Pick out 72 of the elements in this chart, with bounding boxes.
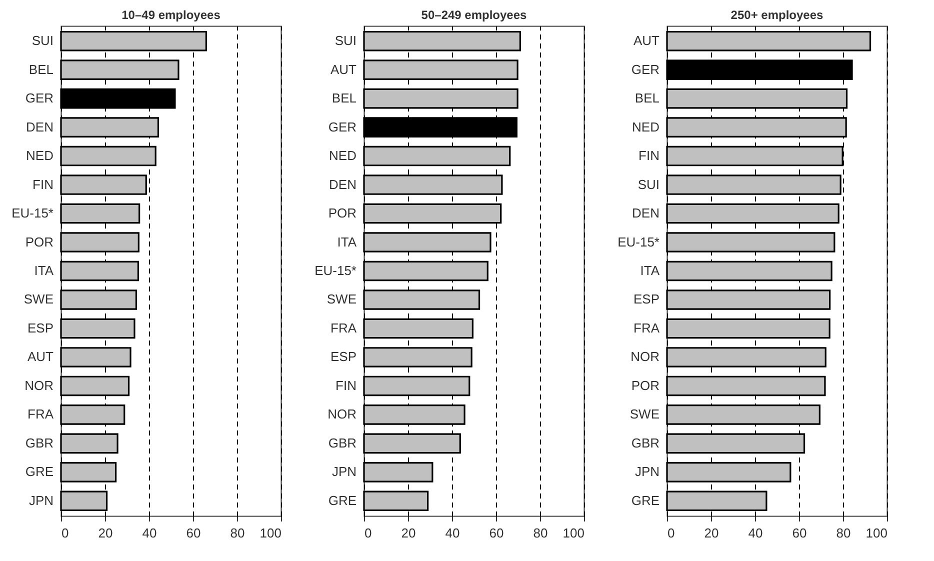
y-tick-label: ESP — [633, 292, 660, 307]
y-tick-label: EU-15* — [314, 263, 356, 278]
y-tick-label: SWE — [326, 292, 357, 307]
y-tick-label: GBR — [25, 435, 54, 450]
y-tick-label: DEN — [329, 176, 356, 192]
y-tick-label: FRA — [634, 320, 660, 336]
y-tick-label: NED — [329, 148, 356, 164]
y-tick-label: DEN — [26, 119, 54, 134]
x-tick-label: 0 — [668, 526, 675, 540]
y-tick-label: SUI — [334, 33, 356, 48]
y-tick-label: AUT — [330, 62, 357, 77]
y-tick-label: GRE — [631, 492, 660, 508]
y-tick-label: ITA — [337, 234, 357, 250]
x-tick-label: 100 — [562, 526, 584, 540]
y-tick-label: EU-15* — [618, 234, 660, 250]
x-tick-label: 100 — [866, 526, 888, 540]
y-tick-label: GBR — [631, 435, 660, 450]
y-tick-label: BEL — [28, 62, 54, 77]
x-tick-label: 80 — [836, 526, 851, 540]
x-tick-label: 60 — [186, 526, 201, 540]
x-tick-label: 80 — [533, 526, 548, 540]
y-tick-label: FIN — [32, 176, 54, 192]
y-tick-label: ESP — [330, 349, 356, 364]
y-tick-label: GBR — [328, 435, 356, 450]
y-tick-label: POR — [25, 234, 54, 250]
x-tick-label: 40 — [142, 526, 157, 540]
chart-title: 10–49 employees — [122, 8, 221, 22]
y-tick-label: FRA — [330, 320, 357, 336]
y-tick-label: BEL — [332, 90, 356, 106]
chart-title: 250+ employees — [730, 8, 824, 22]
y-tick-label: ITA — [34, 263, 54, 278]
x-tick-label: 40 — [748, 526, 763, 540]
x-tick-label: 80 — [230, 526, 245, 540]
x-tick-label: 40 — [445, 526, 460, 540]
y-tick-label: GER — [631, 62, 660, 77]
chart-title: 50–249 employees — [421, 8, 528, 22]
y-tick-label: GRE — [25, 464, 54, 480]
x-tick-label: 60 — [489, 526, 504, 540]
y-tick-label: FIN — [336, 378, 356, 393]
y-tick-label: AUT — [634, 33, 660, 48]
y-tick-label: SUI — [638, 176, 660, 192]
x-tick-label: 20 — [704, 526, 719, 540]
x-tick-label: 100 — [260, 526, 282, 540]
y-tick-label: GER — [25, 90, 54, 106]
y-tick-label: JPN — [332, 464, 356, 480]
y-tick-label: BEL — [634, 90, 660, 106]
y-tick-label: FIN — [638, 148, 660, 164]
x-tick-label: 20 — [401, 526, 416, 540]
y-tick-label: NOR — [24, 378, 54, 393]
y-tick-label: SWE — [630, 406, 660, 422]
y-tick-label: GER — [328, 119, 356, 134]
y-tick-label: FRA — [28, 406, 54, 422]
y-tick-label: SUI — [32, 33, 54, 48]
x-tick-label: 0 — [62, 526, 69, 540]
y-tick-label: GRE — [328, 492, 357, 508]
y-tick-label: SWE — [24, 292, 54, 307]
y-tick-label: JPN — [28, 492, 54, 508]
x-tick-label: 0 — [364, 526, 372, 540]
y-tick-label: EU-15* — [12, 206, 54, 221]
x-tick-label: 20 — [98, 526, 113, 540]
y-tick-label: JPN — [634, 464, 660, 480]
y-tick-label: ESP — [27, 320, 54, 336]
y-tick-label: ITA — [640, 263, 660, 278]
y-tick-label: POR — [631, 378, 660, 393]
y-tick-label: DEN — [632, 206, 660, 221]
y-tick-label: NED — [26, 148, 54, 164]
y-tick-label: NOR — [328, 406, 356, 422]
x-tick-label: 60 — [792, 526, 807, 540]
y-tick-label: POR — [328, 206, 356, 221]
y-tick-label: NED — [632, 119, 660, 134]
y-tick-label: AUT — [28, 349, 54, 364]
y-tick-label: NOR — [630, 349, 660, 364]
